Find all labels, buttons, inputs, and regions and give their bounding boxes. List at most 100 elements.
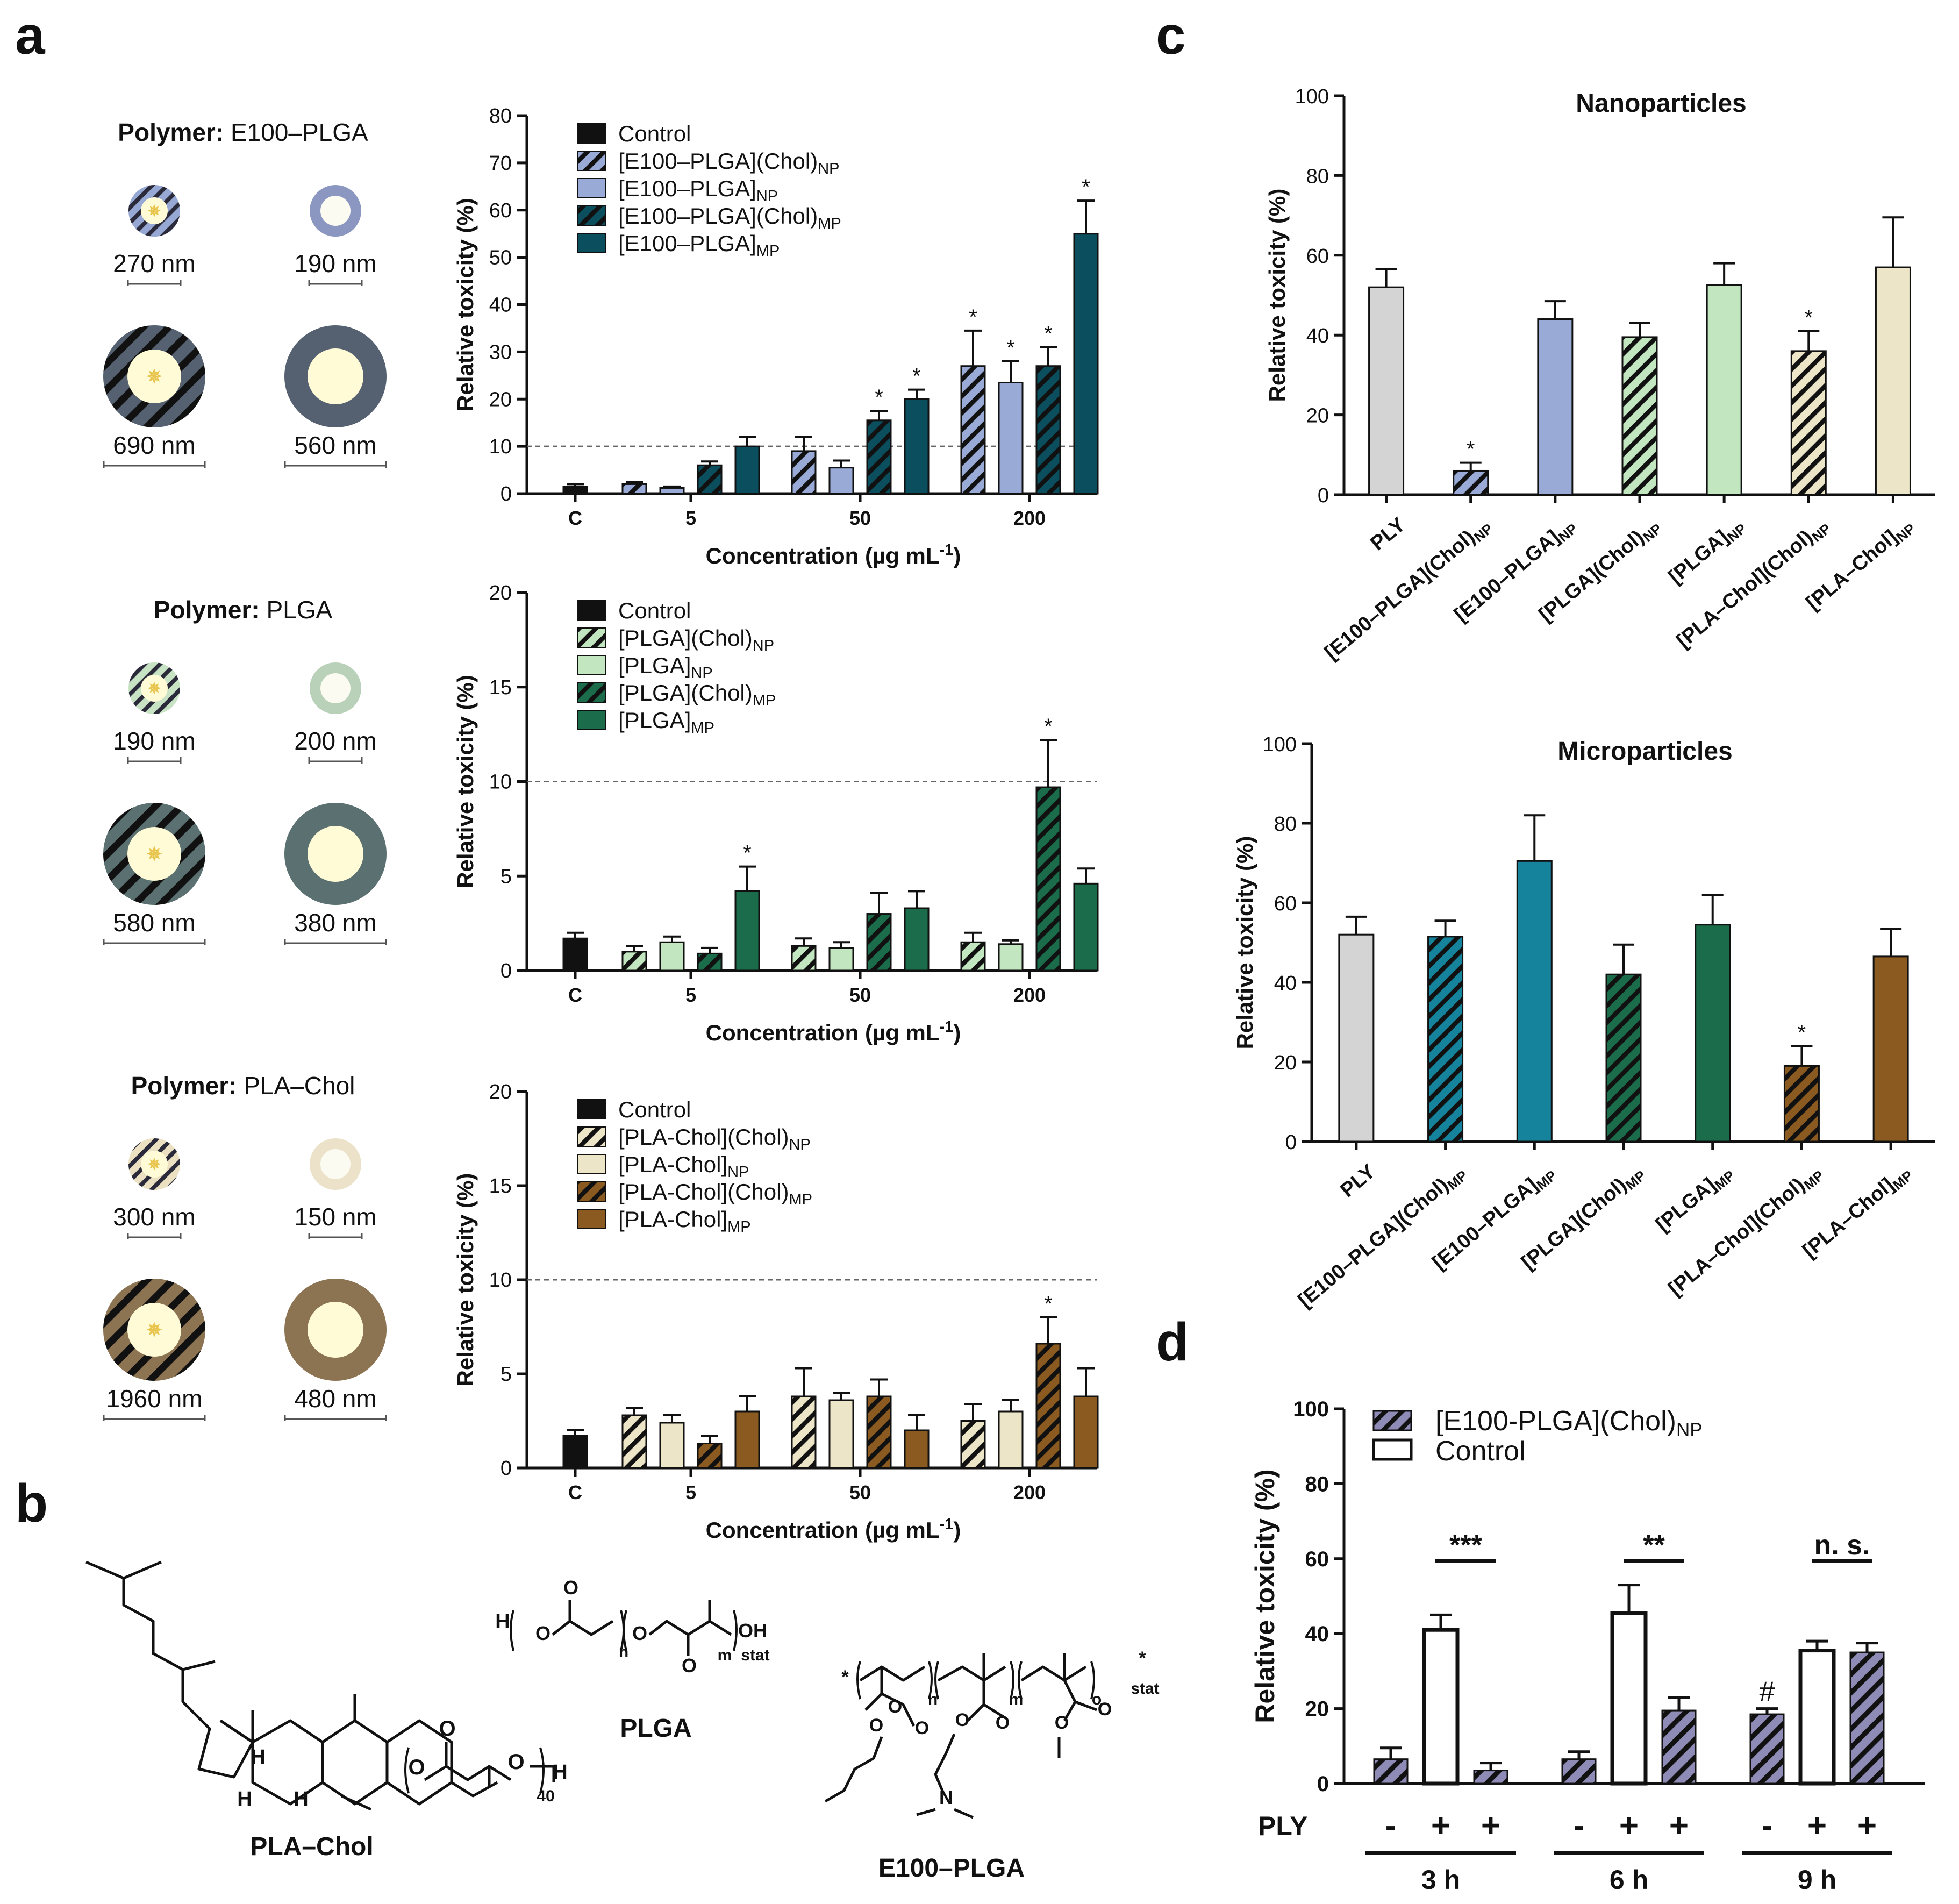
hash-marker: #	[1760, 1677, 1775, 1708]
bar	[697, 952, 723, 972]
size-label: 480 nm	[294, 1385, 376, 1413]
bar	[1706, 284, 1742, 496]
y-axis-title: Relative toxicity (%)	[453, 198, 478, 411]
x-tick-label: [PLA–Chol](Chol)MP	[1664, 1160, 1827, 1303]
bar	[734, 890, 760, 972]
x-tick-label: 5	[685, 1481, 696, 1503]
chart-c1: 0 20 40 60 80 100 Relative toxicity (%) Nanopar…	[1264, 85, 1935, 667]
significance-star: *	[1082, 175, 1090, 199]
mp-core	[308, 1302, 363, 1358]
cholesterol-icon: ✵	[146, 1320, 162, 1340]
legend-swatch	[577, 205, 606, 226]
chart-title: Nanoparticles	[1576, 89, 1746, 118]
o-label: O	[888, 1696, 902, 1717]
bar	[828, 467, 854, 495]
bar	[1872, 955, 1909, 1143]
structure-name: E100–PLGA	[878, 1854, 1025, 1882]
time-label: 9 h	[1798, 1865, 1836, 1895]
legend-label: Control	[618, 121, 691, 146]
cholesterol-icon: ✵	[147, 1156, 161, 1173]
y-tick-label: 100	[1293, 1397, 1329, 1421]
ply-sign: +	[1431, 1807, 1450, 1844]
bracket	[510, 1610, 514, 1651]
bracket	[934, 1661, 939, 1700]
y-axis-title: Relative toxicity (%)	[1264, 189, 1290, 402]
bar	[562, 486, 588, 495]
size-label: 580 nm	[113, 909, 195, 937]
particle-diagrams: Polymer: E100–PLGA ✵ ✵ 270 nm 190 nm 690 nm 56…	[103, 118, 387, 1421]
legend-label: [PLA-Chol](Chol)NP	[618, 1124, 811, 1153]
bar	[1749, 1713, 1785, 1785]
y-tick-label: 5	[501, 865, 512, 888]
bar	[1516, 860, 1553, 1143]
y-tick-label: 10	[489, 771, 512, 794]
ply-sign: +	[1619, 1807, 1639, 1844]
structure-name: PLGA	[620, 1714, 691, 1743]
bracket	[1010, 1661, 1014, 1700]
o-label: O	[439, 1717, 455, 1741]
bracket	[733, 1610, 738, 1651]
lactide-chain	[424, 1765, 512, 1781]
significance-label: n. s.	[1814, 1530, 1870, 1561]
y-tick-label: 20	[489, 582, 512, 604]
bar	[960, 365, 986, 495]
significance-star: *	[875, 386, 883, 409]
bar	[1073, 1395, 1099, 1469]
mp-chol-core	[127, 1303, 181, 1357]
bar	[1537, 318, 1574, 496]
bar	[1373, 1758, 1409, 1785]
o-label: O	[869, 1715, 883, 1736]
legend-swatch	[577, 627, 606, 648]
polymer-title: Polymer: PLGA	[154, 596, 333, 624]
x-axis-title: Concentration (µg mL-1)	[706, 1516, 961, 1543]
bar	[1422, 1628, 1460, 1786]
y-tick-label: 60	[1306, 245, 1329, 268]
x-tick-label: 200	[1013, 1481, 1046, 1503]
mp-core	[308, 826, 363, 882]
size-label: 190 nm	[294, 249, 376, 277]
legend-label: Control	[1435, 1436, 1526, 1467]
x-tick-label: C	[568, 1481, 582, 1503]
bar	[1453, 469, 1489, 496]
bar	[1661, 1709, 1697, 1785]
significance-label: ***	[1449, 1530, 1482, 1561]
mp-chol-core	[127, 827, 181, 881]
bar	[562, 937, 588, 972]
legend-swatch	[577, 233, 606, 253]
chart-c2: 0 20 40 60 80 100 Relative toxicity (%) Micropa…	[1232, 733, 1935, 1312]
ply-sign: -	[1385, 1807, 1397, 1844]
size-label: 380 nm	[294, 909, 376, 937]
bar	[1427, 936, 1464, 1143]
stat-label: stat	[741, 1646, 769, 1664]
bar	[1035, 786, 1061, 972]
backbone	[552, 1620, 614, 1636]
legend-label: Control	[618, 1097, 691, 1122]
y-tick-label: 0	[1318, 484, 1329, 507]
legend-label: [E100–PLGA]MP	[618, 231, 780, 260]
panel-label-d: d	[1156, 1312, 1189, 1372]
bar	[1073, 233, 1099, 495]
ply-sign: +	[1669, 1807, 1689, 1844]
panel-label-c: c	[1156, 5, 1186, 66]
bar	[1035, 365, 1061, 495]
bar	[562, 1435, 588, 1469]
bar	[998, 943, 1024, 972]
y-tick-label: 40	[1274, 972, 1297, 995]
y-tick-label: 5	[501, 1363, 512, 1386]
y-tick-label: 30	[489, 341, 512, 363]
legend-label: [PLGA](Chol)MP	[618, 680, 776, 709]
y-tick-label: 0	[501, 960, 512, 982]
significance-star: *	[1798, 1021, 1806, 1044]
o-label: O	[408, 1756, 425, 1779]
ring-a	[386, 1719, 453, 1806]
repeat-label: 40	[537, 1787, 554, 1805]
x-tick-label: [E100–PLGA](Chol)NP	[1320, 514, 1496, 667]
bar	[1338, 933, 1375, 1143]
polymer-title: Polymer: PLA–Chol	[131, 1072, 355, 1100]
size-label: 200 nm	[294, 727, 376, 755]
cholesterol-icon: ✵	[147, 203, 161, 219]
x-tick-label: [PLA–Chol](Chol)NP	[1672, 514, 1834, 655]
ply-row-label: PLY	[1258, 1811, 1308, 1841]
